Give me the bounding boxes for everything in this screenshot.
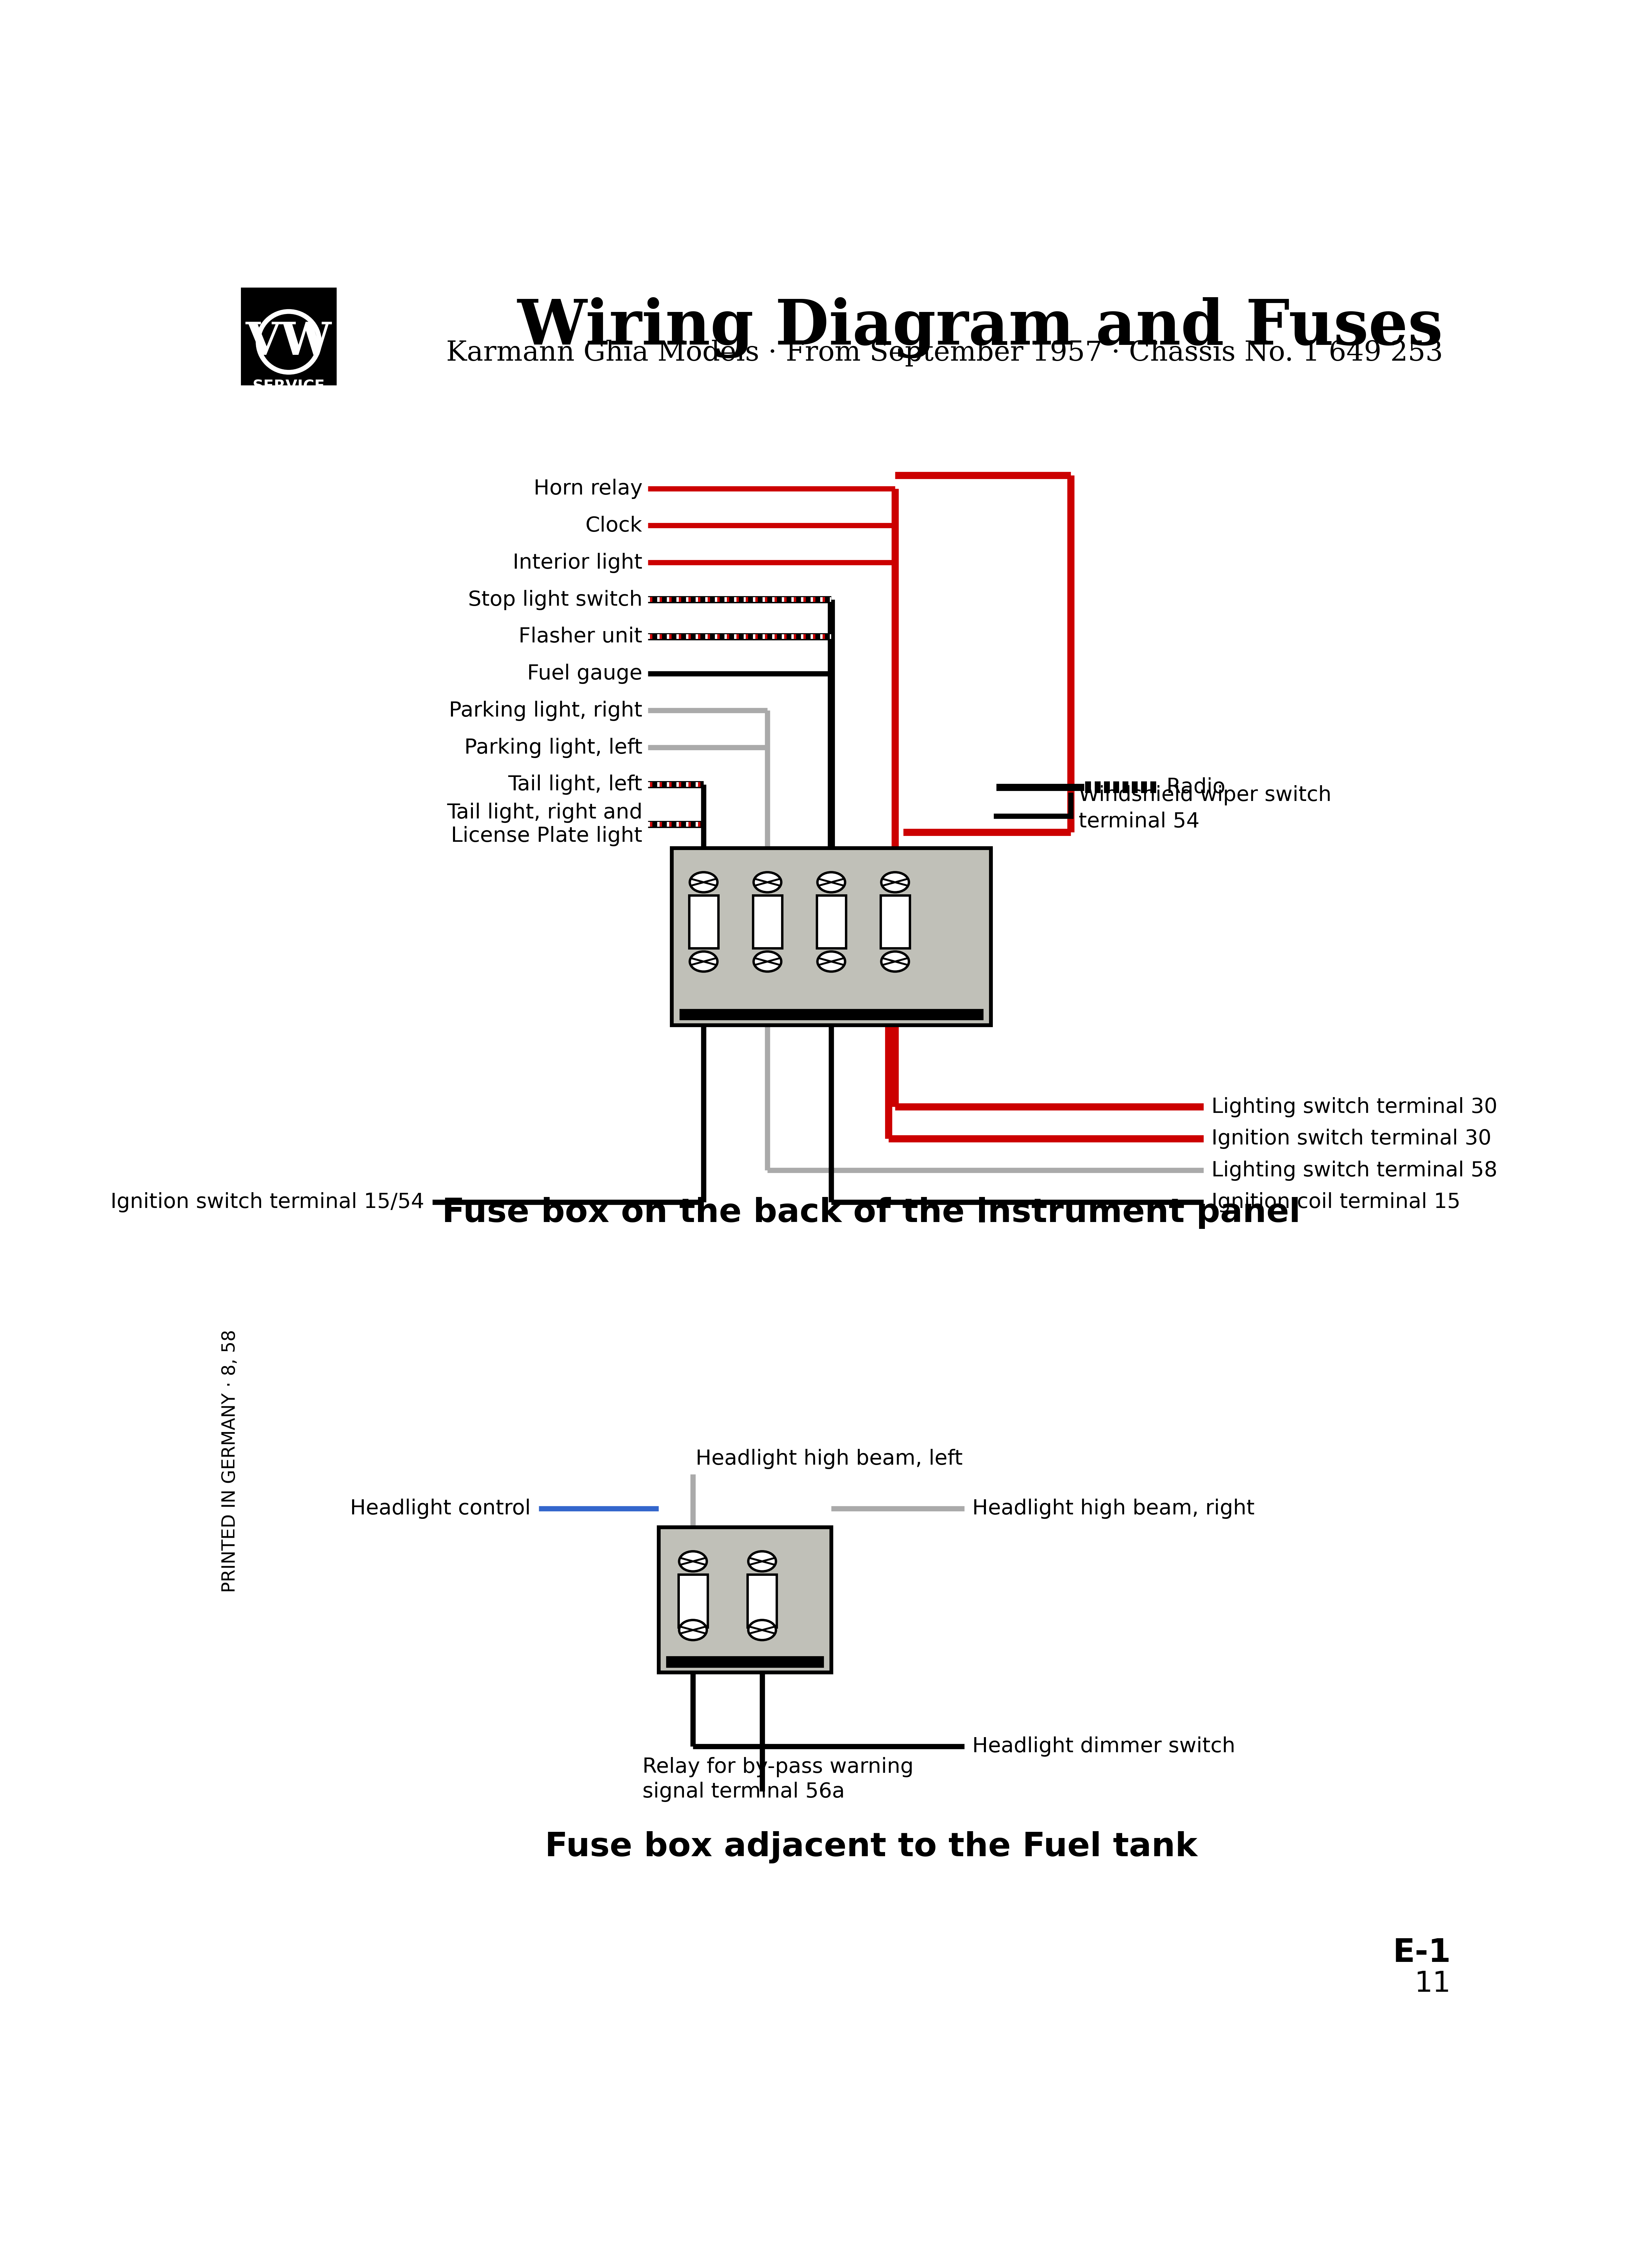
Text: Radio: Radio (1167, 778, 1226, 798)
Bar (1104, 782, 1110, 794)
Ellipse shape (881, 953, 909, 971)
Text: Headlight high beam, left: Headlight high beam, left (696, 1449, 962, 1470)
Bar (1142, 782, 1147, 794)
Text: Headlight high beam, right: Headlight high beam, right (972, 1499, 1254, 1520)
Ellipse shape (749, 1551, 775, 1572)
Bar (881, 896, 909, 948)
Text: Ignition switch terminal 30: Ignition switch terminal 30 (1211, 1129, 1492, 1150)
Text: Windshield wiper switch
terminal 54: Windshield wiper switch terminal 54 (1079, 785, 1332, 832)
Ellipse shape (754, 873, 780, 894)
Text: Stop light switch: Stop light switch (469, 590, 642, 610)
Text: Lighting switch terminal 30: Lighting switch terminal 30 (1211, 1098, 1498, 1118)
Text: Parking light, right: Parking light, right (449, 701, 642, 721)
Bar (1150, 782, 1157, 794)
Text: Clock: Clock (586, 515, 642, 535)
Text: Headlight control: Headlight control (350, 1499, 531, 1520)
Bar (1122, 782, 1129, 794)
Bar (747, 1574, 777, 1628)
Text: Headlight dimmer switch: Headlight dimmer switch (972, 1737, 1236, 1755)
Bar (672, 848, 992, 1025)
Text: E-1: E-1 (1393, 1937, 1450, 1969)
Text: 11: 11 (1414, 1969, 1450, 1998)
Text: Wiring Diagram and Fuses: Wiring Diagram and Fuses (518, 297, 1444, 358)
Ellipse shape (690, 873, 718, 894)
Bar (752, 896, 782, 948)
Ellipse shape (881, 873, 909, 894)
Bar (658, 1526, 832, 1672)
Text: Tail light, right and
License Plate light: Tail light, right and License Plate ligh… (447, 803, 642, 846)
Text: Fuse box adjacent to the Fuel tank: Fuse box adjacent to the Fuel tank (544, 1830, 1198, 1864)
Ellipse shape (680, 1619, 706, 1640)
Bar (667, 1656, 823, 1667)
Text: Fuse box on the back of the instrument panel: Fuse box on the back of the instrument p… (442, 1198, 1300, 1229)
Text: VW: VW (246, 320, 332, 365)
Ellipse shape (817, 953, 845, 971)
Text: Horn relay: Horn relay (533, 479, 642, 499)
Text: Lighting switch terminal 58: Lighting switch terminal 58 (1211, 1161, 1498, 1182)
Text: Ignition coil terminal 15: Ignition coil terminal 15 (1211, 1193, 1460, 1213)
Ellipse shape (749, 1619, 775, 1640)
Text: Karmann Ghia Models · From September 1957 · Chassis No. 1 649 253: Karmann Ghia Models · From September 195… (446, 340, 1444, 367)
Text: SERVICE: SERVICE (252, 379, 325, 395)
Text: Tail light, left: Tail light, left (508, 776, 642, 794)
Text: Interior light: Interior light (513, 553, 642, 574)
Ellipse shape (680, 1551, 706, 1572)
Text: Relay for by-pass warning
signal terminal 56a: Relay for by-pass warning signal termina… (642, 1758, 914, 1801)
Bar (817, 896, 846, 948)
Bar (680, 1009, 983, 1021)
Bar (1086, 782, 1091, 794)
Text: Fuel gauge: Fuel gauge (528, 665, 642, 685)
Bar (1114, 782, 1119, 794)
Bar (678, 1574, 708, 1628)
Bar (1094, 782, 1101, 794)
Ellipse shape (690, 953, 718, 971)
Text: PRINTED IN GERMANY · 8, 58: PRINTED IN GERMANY · 8, 58 (221, 1329, 239, 1592)
Text: Parking light, left: Parking light, left (464, 737, 642, 758)
Text: Flasher unit: Flasher unit (518, 626, 642, 646)
Bar (241, 288, 337, 386)
Bar (690, 896, 718, 948)
Ellipse shape (754, 953, 780, 971)
Text: Ignition switch terminal 15/54: Ignition switch terminal 15/54 (111, 1193, 424, 1213)
Ellipse shape (817, 873, 845, 894)
Bar (1132, 782, 1137, 794)
